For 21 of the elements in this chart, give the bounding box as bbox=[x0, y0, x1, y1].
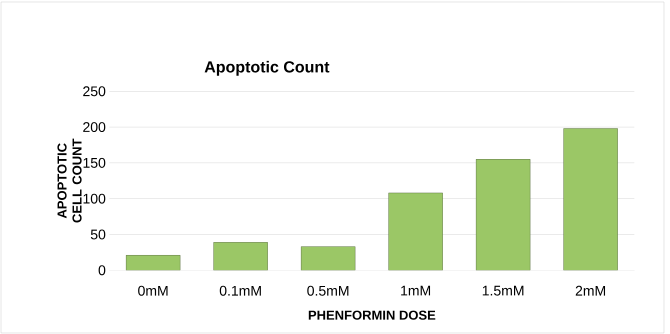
bar bbox=[300, 246, 356, 270]
bar bbox=[213, 242, 268, 270]
y-tick-label: 150 bbox=[84, 158, 106, 168]
bar bbox=[388, 192, 443, 270]
bar bbox=[476, 159, 530, 270]
chart-title: Apoptotic Count bbox=[204, 60, 330, 76]
y-tick-label: 0 bbox=[98, 265, 106, 276]
x-tick-label: 0mM bbox=[138, 286, 168, 296]
x-tick-label: 2mM bbox=[576, 286, 606, 296]
x-tick-label: 1mM bbox=[401, 286, 430, 296]
x-tick-label: 0.1mM bbox=[220, 286, 261, 296]
x-tick-label: 1.5mM bbox=[482, 286, 524, 296]
y-tick-label: 250 bbox=[83, 86, 106, 96]
x-tick-label: 0.5mM bbox=[307, 286, 348, 296]
y-tick-label: 100 bbox=[84, 194, 106, 204]
bar bbox=[126, 255, 180, 270]
bar bbox=[563, 128, 618, 270]
y-tick-label: 50 bbox=[90, 230, 106, 240]
x-axis-title: PHENFORMIN DOSE bbox=[308, 310, 436, 320]
y-axis-title: APOPTOTIC CELL COUNT bbox=[57, 138, 82, 222]
y-tick-label: 200 bbox=[83, 122, 106, 132]
